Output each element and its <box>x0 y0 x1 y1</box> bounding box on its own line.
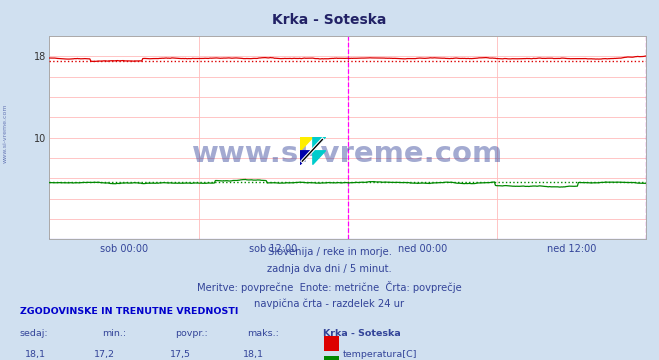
Text: sedaj:: sedaj: <box>20 329 48 338</box>
Text: Meritve: povprečne  Enote: metrične  Črta: povprečje: Meritve: povprečne Enote: metrične Črta:… <box>197 281 462 293</box>
Text: Krka - Soteska: Krka - Soteska <box>272 13 387 27</box>
Text: 18,1: 18,1 <box>243 350 264 359</box>
Text: 18,1: 18,1 <box>25 350 46 359</box>
Text: www.si-vreme.com: www.si-vreme.com <box>192 140 503 168</box>
Text: Krka - Soteska: Krka - Soteska <box>323 329 401 338</box>
Text: min.:: min.: <box>102 329 127 338</box>
Text: 17,5: 17,5 <box>170 350 191 359</box>
Text: www.si-vreme.com: www.si-vreme.com <box>3 103 8 163</box>
Text: povpr.:: povpr.: <box>175 329 208 338</box>
Text: maks.:: maks.: <box>247 329 279 338</box>
Text: 17,2: 17,2 <box>94 350 115 359</box>
Text: zadnja dva dni / 5 minut.: zadnja dva dni / 5 minut. <box>267 264 392 274</box>
Text: ZGODOVINSKE IN TRENUTNE VREDNOSTI: ZGODOVINSKE IN TRENUTNE VREDNOSTI <box>20 307 238 316</box>
Text: temperatura[C]: temperatura[C] <box>343 350 417 359</box>
Text: navpična črta - razdelek 24 ur: navpična črta - razdelek 24 ur <box>254 298 405 309</box>
Text: Slovenija / reke in morje.: Slovenija / reke in morje. <box>268 247 391 257</box>
